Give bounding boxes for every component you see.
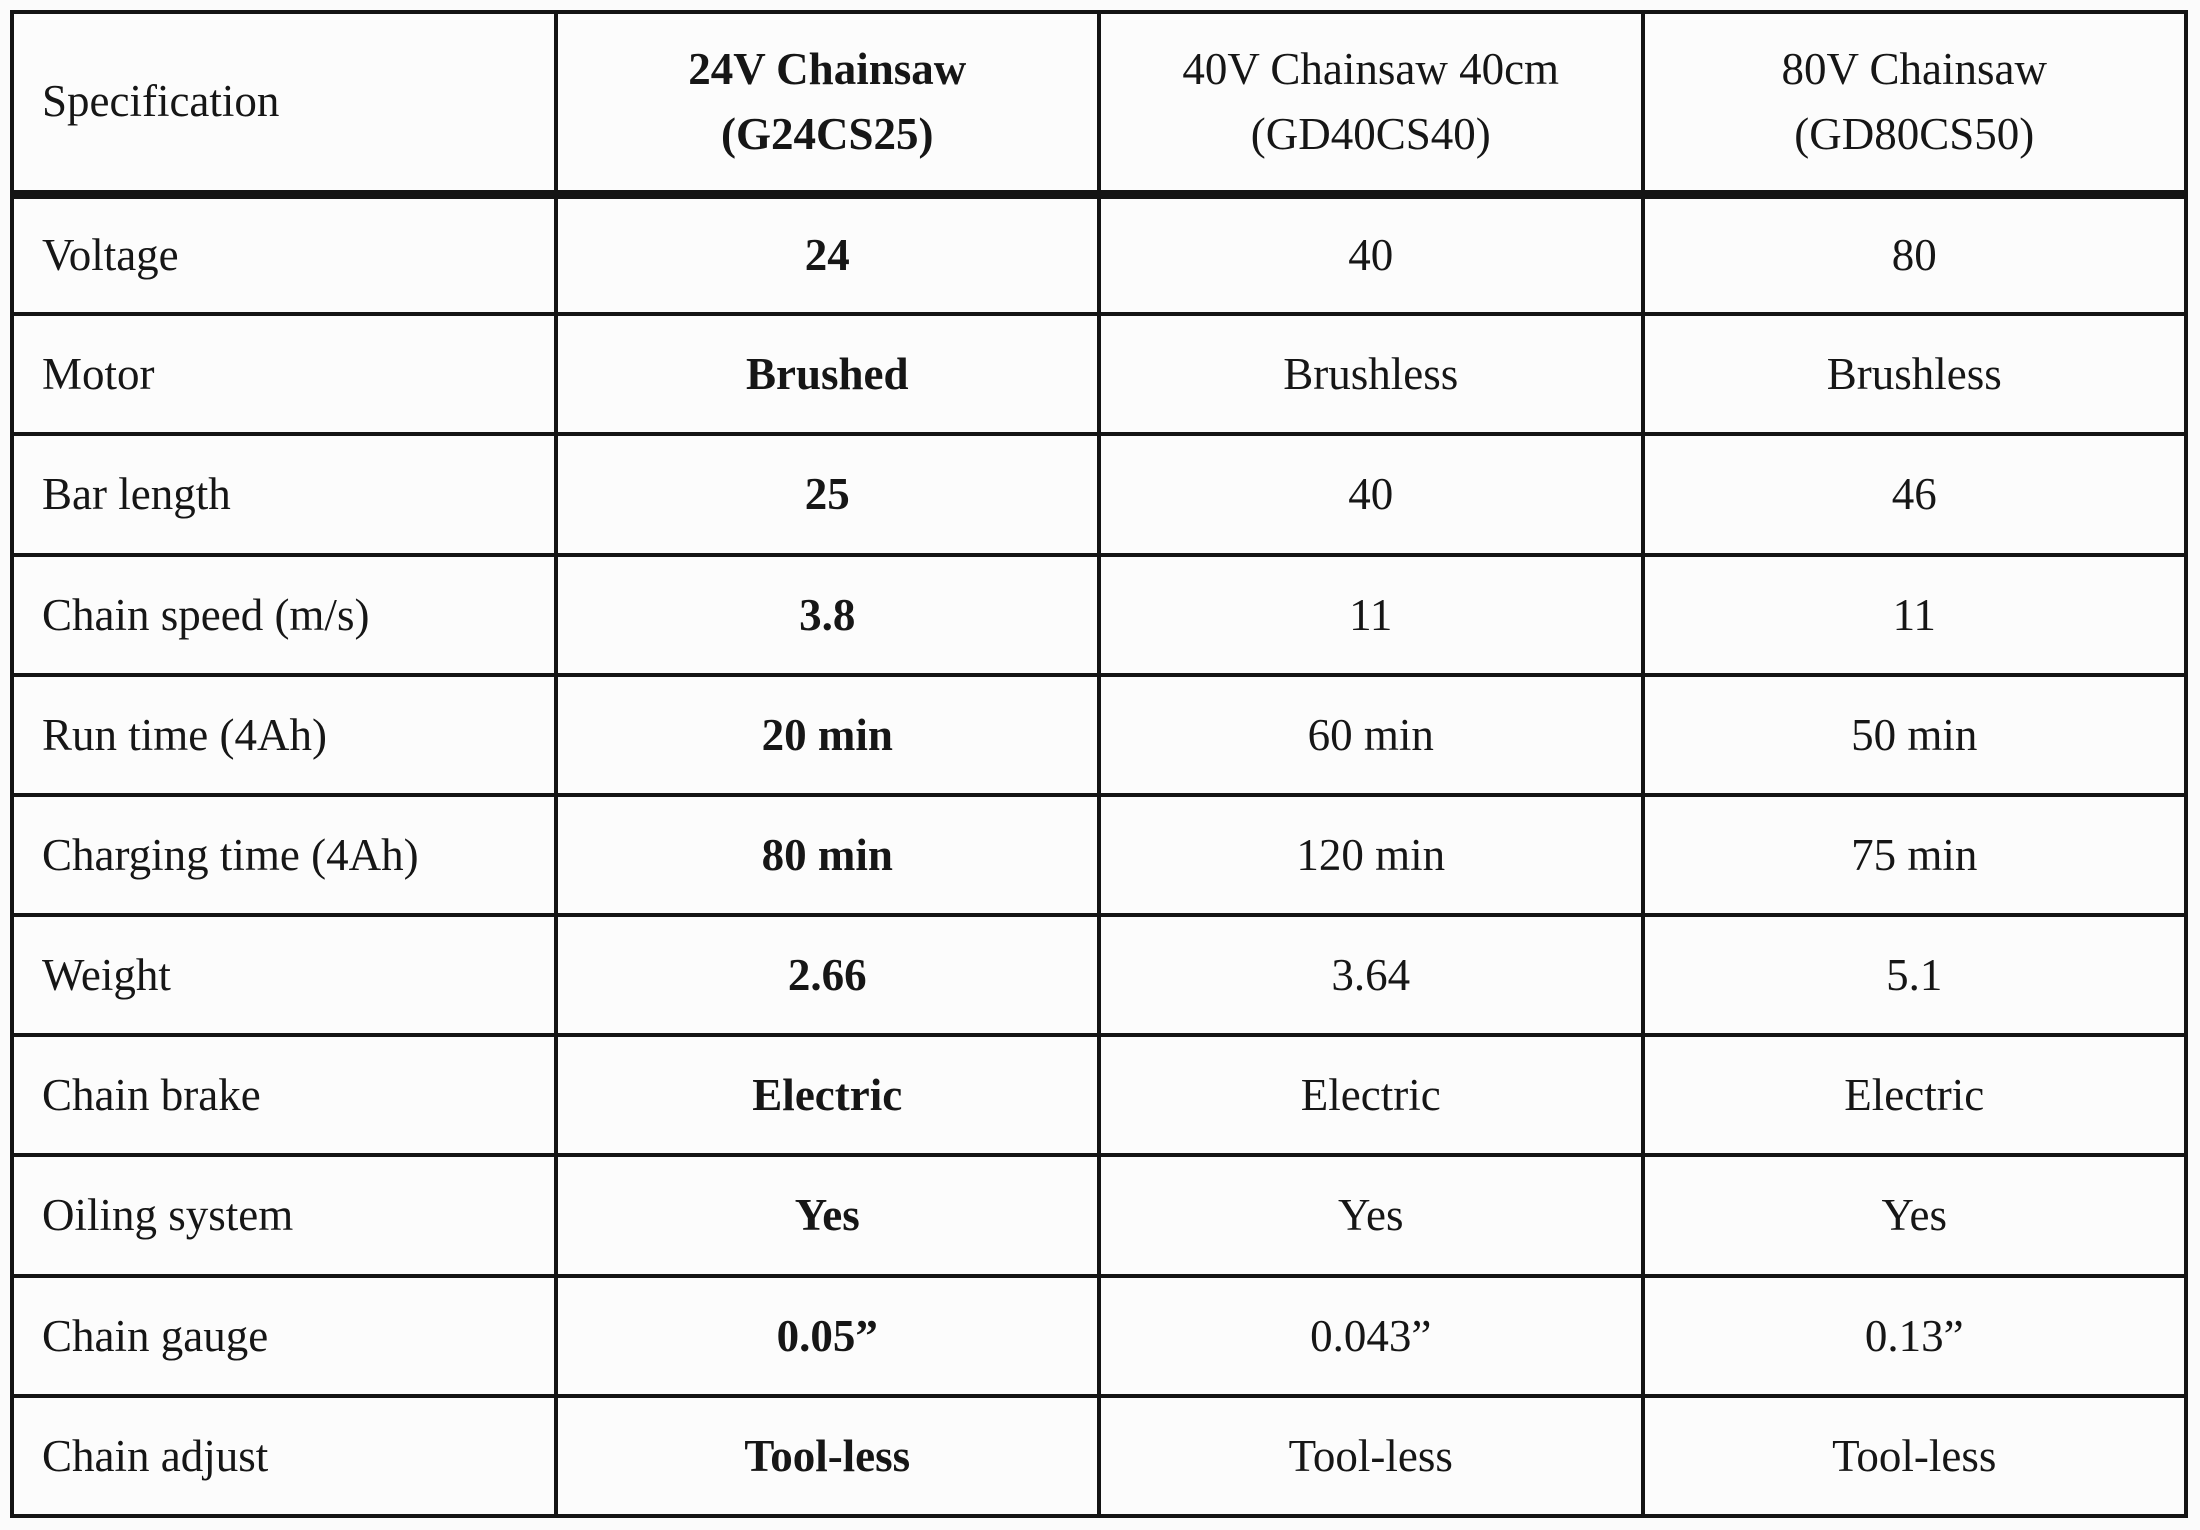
spec-label-cell: Chain adjust [10, 1393, 558, 1519]
table-row-weight: Weight 2.66 3.64 5.1 [10, 913, 2188, 1038]
value-cell-80v: Tool-less [1640, 1393, 2188, 1519]
spec-label-cell: Oiling system [10, 1153, 558, 1278]
table-row-run-time: Run time (4Ah) 20 min 60 min 50 min [10, 672, 2188, 797]
header-label: 24V Chainsaw [688, 43, 967, 94]
value-cell-40v: 3.64 [1097, 913, 1645, 1038]
value-cell-24v: 3.8 [553, 552, 1101, 677]
value-cell-24v: 0.05” [553, 1273, 1101, 1398]
value-cell-40v: Yes [1097, 1153, 1645, 1278]
value-cell-24v: 24 [553, 191, 1101, 317]
header-80v-chainsaw: 80V Chainsaw (GD80CS50) [1640, 10, 2188, 199]
value-cell-24v: Brushed [553, 312, 1101, 437]
value-cell-40v: Brushless [1097, 312, 1645, 437]
spec-label-cell: Chain gauge [10, 1273, 558, 1398]
spec-label-cell: Voltage [10, 191, 558, 317]
header-label: 80V Chainsaw [1781, 43, 2047, 94]
value-cell-40v: Electric [1097, 1033, 1645, 1158]
value-cell-80v: 80 [1640, 191, 2188, 317]
value-cell-80v: 46 [1640, 432, 2188, 557]
value-cell-40v: 0.043” [1097, 1273, 1645, 1398]
value-cell-24v: 80 min [553, 792, 1101, 918]
value-cell-80v: Yes [1640, 1153, 2188, 1278]
value-cell-40v: 11 [1097, 552, 1645, 677]
value-cell-40v: 40 [1097, 432, 1645, 557]
value-cell-24v: 20 min [553, 672, 1101, 797]
header-24v-chainsaw: 24V Chainsaw (G24CS25) [553, 10, 1101, 199]
table-row-charging-time: Charging time (4Ah) 80 min 120 min 75 mi… [10, 792, 2188, 918]
header-model: (GD40CS40) [1250, 108, 1491, 159]
header-label: Specification [42, 76, 280, 127]
value-cell-80v: 75 min [1640, 792, 2188, 918]
header-model: (G24CS25) [721, 108, 934, 159]
value-cell-80v: 50 min [1640, 672, 2188, 797]
value-cell-80v: 11 [1640, 552, 2188, 677]
table-row-oiling-system: Oiling system Yes Yes Yes [10, 1153, 2188, 1278]
spec-label-cell: Motor [10, 312, 558, 437]
header-40v-chainsaw: 40V Chainsaw 40cm (GD40CS40) [1097, 10, 1645, 199]
value-cell-40v: 60 min [1097, 672, 1645, 797]
spec-label-cell: Bar length [10, 432, 558, 557]
value-cell-80v: Brushless [1640, 312, 2188, 437]
value-cell-80v: 5.1 [1640, 913, 2188, 1038]
header-label: 40V Chainsaw 40cm [1182, 43, 1560, 94]
table-row-bar-length: Bar length 25 40 46 [10, 432, 2188, 557]
table-row-chain-gauge: Chain gauge 0.05” 0.043” 0.13” [10, 1273, 2188, 1398]
table-row-chain-adjust: Chain adjust Tool-less Tool-less Tool-le… [10, 1393, 2188, 1519]
spec-label-cell: Weight [10, 913, 558, 1038]
value-cell-24v: 2.66 [553, 913, 1101, 1038]
value-cell-80v: Electric [1640, 1033, 2188, 1158]
chainsaw-spec-table: Specification 24V Chainsaw (G24CS25) 40V … [10, 10, 2188, 1519]
value-cell-24v: 25 [553, 432, 1101, 557]
table-row-motor: Motor Brushed Brushless Brushless [10, 312, 2188, 437]
table-row-chain-speed: Chain speed (m/s) 3.8 11 11 [10, 552, 2188, 677]
value-cell-80v: 0.13” [1640, 1273, 2188, 1398]
value-cell-24v: Tool-less [553, 1393, 1101, 1519]
value-cell-40v: 120 min [1097, 792, 1645, 918]
value-cell-40v: Tool-less [1097, 1393, 1645, 1519]
table-row-voltage: Voltage 24 40 80 [10, 191, 2188, 317]
header-specification: Specification [10, 10, 558, 199]
spec-label-cell: Charging time (4Ah) [10, 792, 558, 918]
spec-label-cell: Chain speed (m/s) [10, 552, 558, 677]
value-cell-24v: Yes [553, 1153, 1101, 1278]
spec-label-cell: Chain brake [10, 1033, 558, 1158]
table-header-row: Specification 24V Chainsaw (G24CS25) 40V … [10, 10, 2188, 199]
value-cell-24v: Electric [553, 1033, 1101, 1158]
header-model: (GD80CS50) [1794, 108, 2035, 159]
value-cell-40v: 40 [1097, 191, 1645, 317]
table-row-chain-brake: Chain brake Electric Electric Electric [10, 1033, 2188, 1158]
spec-label-cell: Run time (4Ah) [10, 672, 558, 797]
